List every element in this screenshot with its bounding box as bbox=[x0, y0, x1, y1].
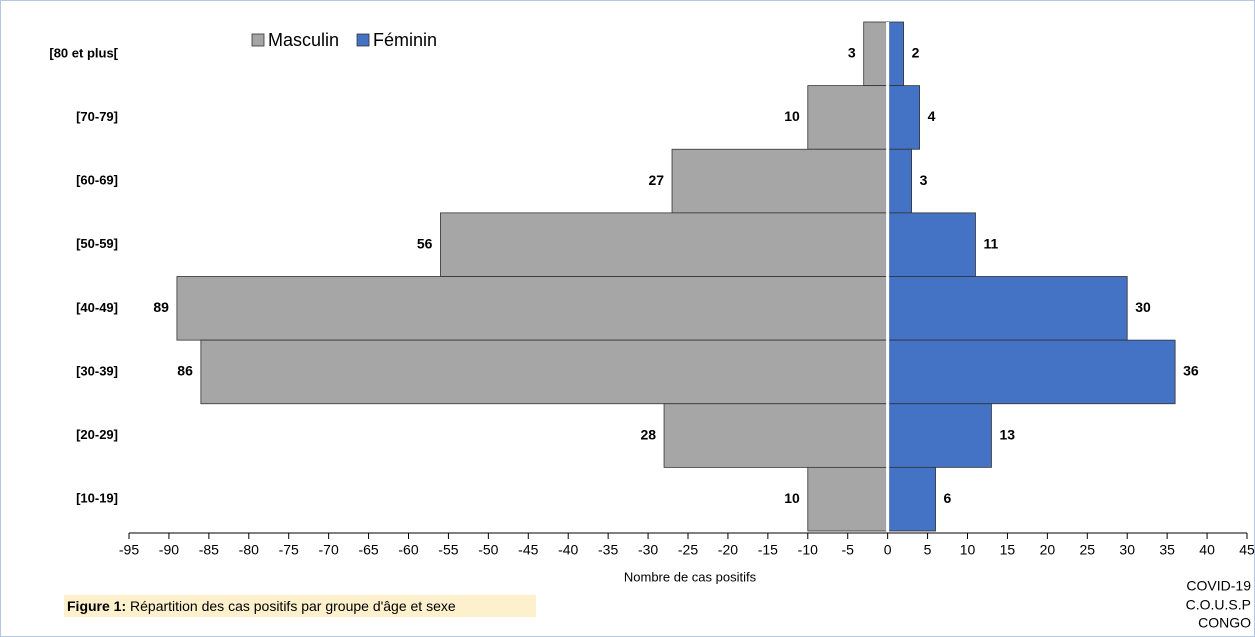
x-tick-label: -50 bbox=[478, 542, 498, 558]
x-tick-label: -75 bbox=[279, 542, 299, 558]
data-label: 30 bbox=[1135, 299, 1151, 315]
legend-swatch bbox=[356, 33, 370, 47]
x-tick-label: 35 bbox=[1159, 542, 1175, 558]
bar bbox=[887, 466, 936, 532]
source-line: COVID-19 bbox=[1186, 578, 1251, 594]
caption-highlight bbox=[64, 595, 536, 617]
bar bbox=[663, 403, 889, 468]
source-line: CONGO bbox=[1198, 615, 1251, 631]
x-tick-label: -15 bbox=[758, 542, 778, 558]
x-tick-label: -60 bbox=[398, 542, 418, 558]
data-label: 11 bbox=[983, 235, 998, 251]
x-tick-label: -85 bbox=[199, 542, 219, 558]
x-tick-label: -30 bbox=[638, 542, 658, 558]
x-tick-label: -40 bbox=[558, 542, 578, 558]
bar bbox=[671, 148, 889, 214]
x-tick-label: 0 bbox=[884, 542, 892, 558]
x-tick-label: -5 bbox=[841, 542, 854, 558]
data-label: 6 bbox=[944, 490, 952, 506]
x-tick-label: -10 bbox=[798, 542, 818, 558]
x-tick-label: -45 bbox=[518, 542, 538, 558]
legend-swatch bbox=[251, 33, 265, 47]
bar bbox=[887, 276, 1128, 341]
x-tick-label: 25 bbox=[1079, 542, 1095, 558]
bar bbox=[887, 339, 1176, 405]
x-tick-label: 30 bbox=[1119, 542, 1135, 558]
x-tick-label: 15 bbox=[1000, 542, 1016, 558]
x-tick-label: -90 bbox=[159, 542, 179, 558]
x-tick-label: -55 bbox=[438, 542, 458, 558]
x-tick-label: 5 bbox=[924, 542, 932, 558]
bar bbox=[807, 466, 889, 532]
x-tick-label: 20 bbox=[1040, 542, 1056, 558]
x-tick-label: -35 bbox=[598, 542, 618, 558]
x-tick-label: -25 bbox=[678, 542, 698, 558]
x-tick-label: 10 bbox=[960, 542, 976, 558]
y-tick-label: [60-69] bbox=[76, 173, 118, 188]
y-tick-label: [20-29] bbox=[76, 427, 118, 442]
y-tick-label: [40-49] bbox=[76, 300, 118, 315]
legend-label: Féminin bbox=[373, 30, 437, 50]
data-label: 27 bbox=[648, 172, 664, 188]
y-tick-label: [30-39] bbox=[76, 363, 118, 378]
data-label: 10 bbox=[784, 108, 800, 124]
data-label: 13 bbox=[999, 426, 1015, 442]
y-tick-label: [50-59] bbox=[76, 236, 118, 251]
legend-label: Masculin bbox=[268, 30, 339, 50]
data-label: 10 bbox=[784, 490, 800, 506]
caption-label: Figure 1: bbox=[67, 598, 126, 614]
data-label: 4 bbox=[928, 108, 936, 124]
x-axis-label: Nombre de cas positifs bbox=[624, 569, 757, 584]
bar bbox=[887, 403, 992, 468]
bar bbox=[887, 212, 976, 277]
bar bbox=[807, 85, 889, 150]
data-label: 3 bbox=[848, 45, 856, 61]
data-label: 89 bbox=[153, 299, 169, 315]
x-tick-label: -95 bbox=[119, 542, 139, 558]
x-tick-label: -65 bbox=[358, 542, 378, 558]
source-line: C.O.U.S.P bbox=[1186, 597, 1251, 613]
bar bbox=[863, 21, 889, 87]
bar bbox=[887, 85, 920, 150]
y-tick-label: [10-19] bbox=[76, 491, 118, 506]
data-label: 2 bbox=[912, 45, 920, 61]
data-label: 56 bbox=[417, 235, 433, 251]
bar bbox=[200, 339, 889, 405]
data-label: 86 bbox=[177, 363, 193, 379]
y-tick-label: [80 et plus[ bbox=[49, 45, 118, 60]
bar bbox=[887, 21, 905, 87]
caption: Figure 1: Répartition des cas positifs p… bbox=[67, 598, 456, 614]
x-tick-label: 45 bbox=[1239, 542, 1255, 558]
caption-text: Répartition des cas positifs par groupe … bbox=[130, 598, 456, 614]
data-label: 36 bbox=[1183, 363, 1199, 379]
x-tick-label: -80 bbox=[239, 542, 259, 558]
bar bbox=[176, 276, 889, 341]
bar bbox=[887, 148, 913, 214]
data-label: 3 bbox=[920, 172, 928, 188]
bar bbox=[440, 212, 889, 277]
x-tick-label: 40 bbox=[1199, 542, 1215, 558]
x-tick-label: -20 bbox=[718, 542, 738, 558]
x-tick-label: -70 bbox=[319, 542, 339, 558]
data-label: 28 bbox=[640, 426, 656, 442]
y-tick-label: [70-79] bbox=[76, 109, 118, 124]
